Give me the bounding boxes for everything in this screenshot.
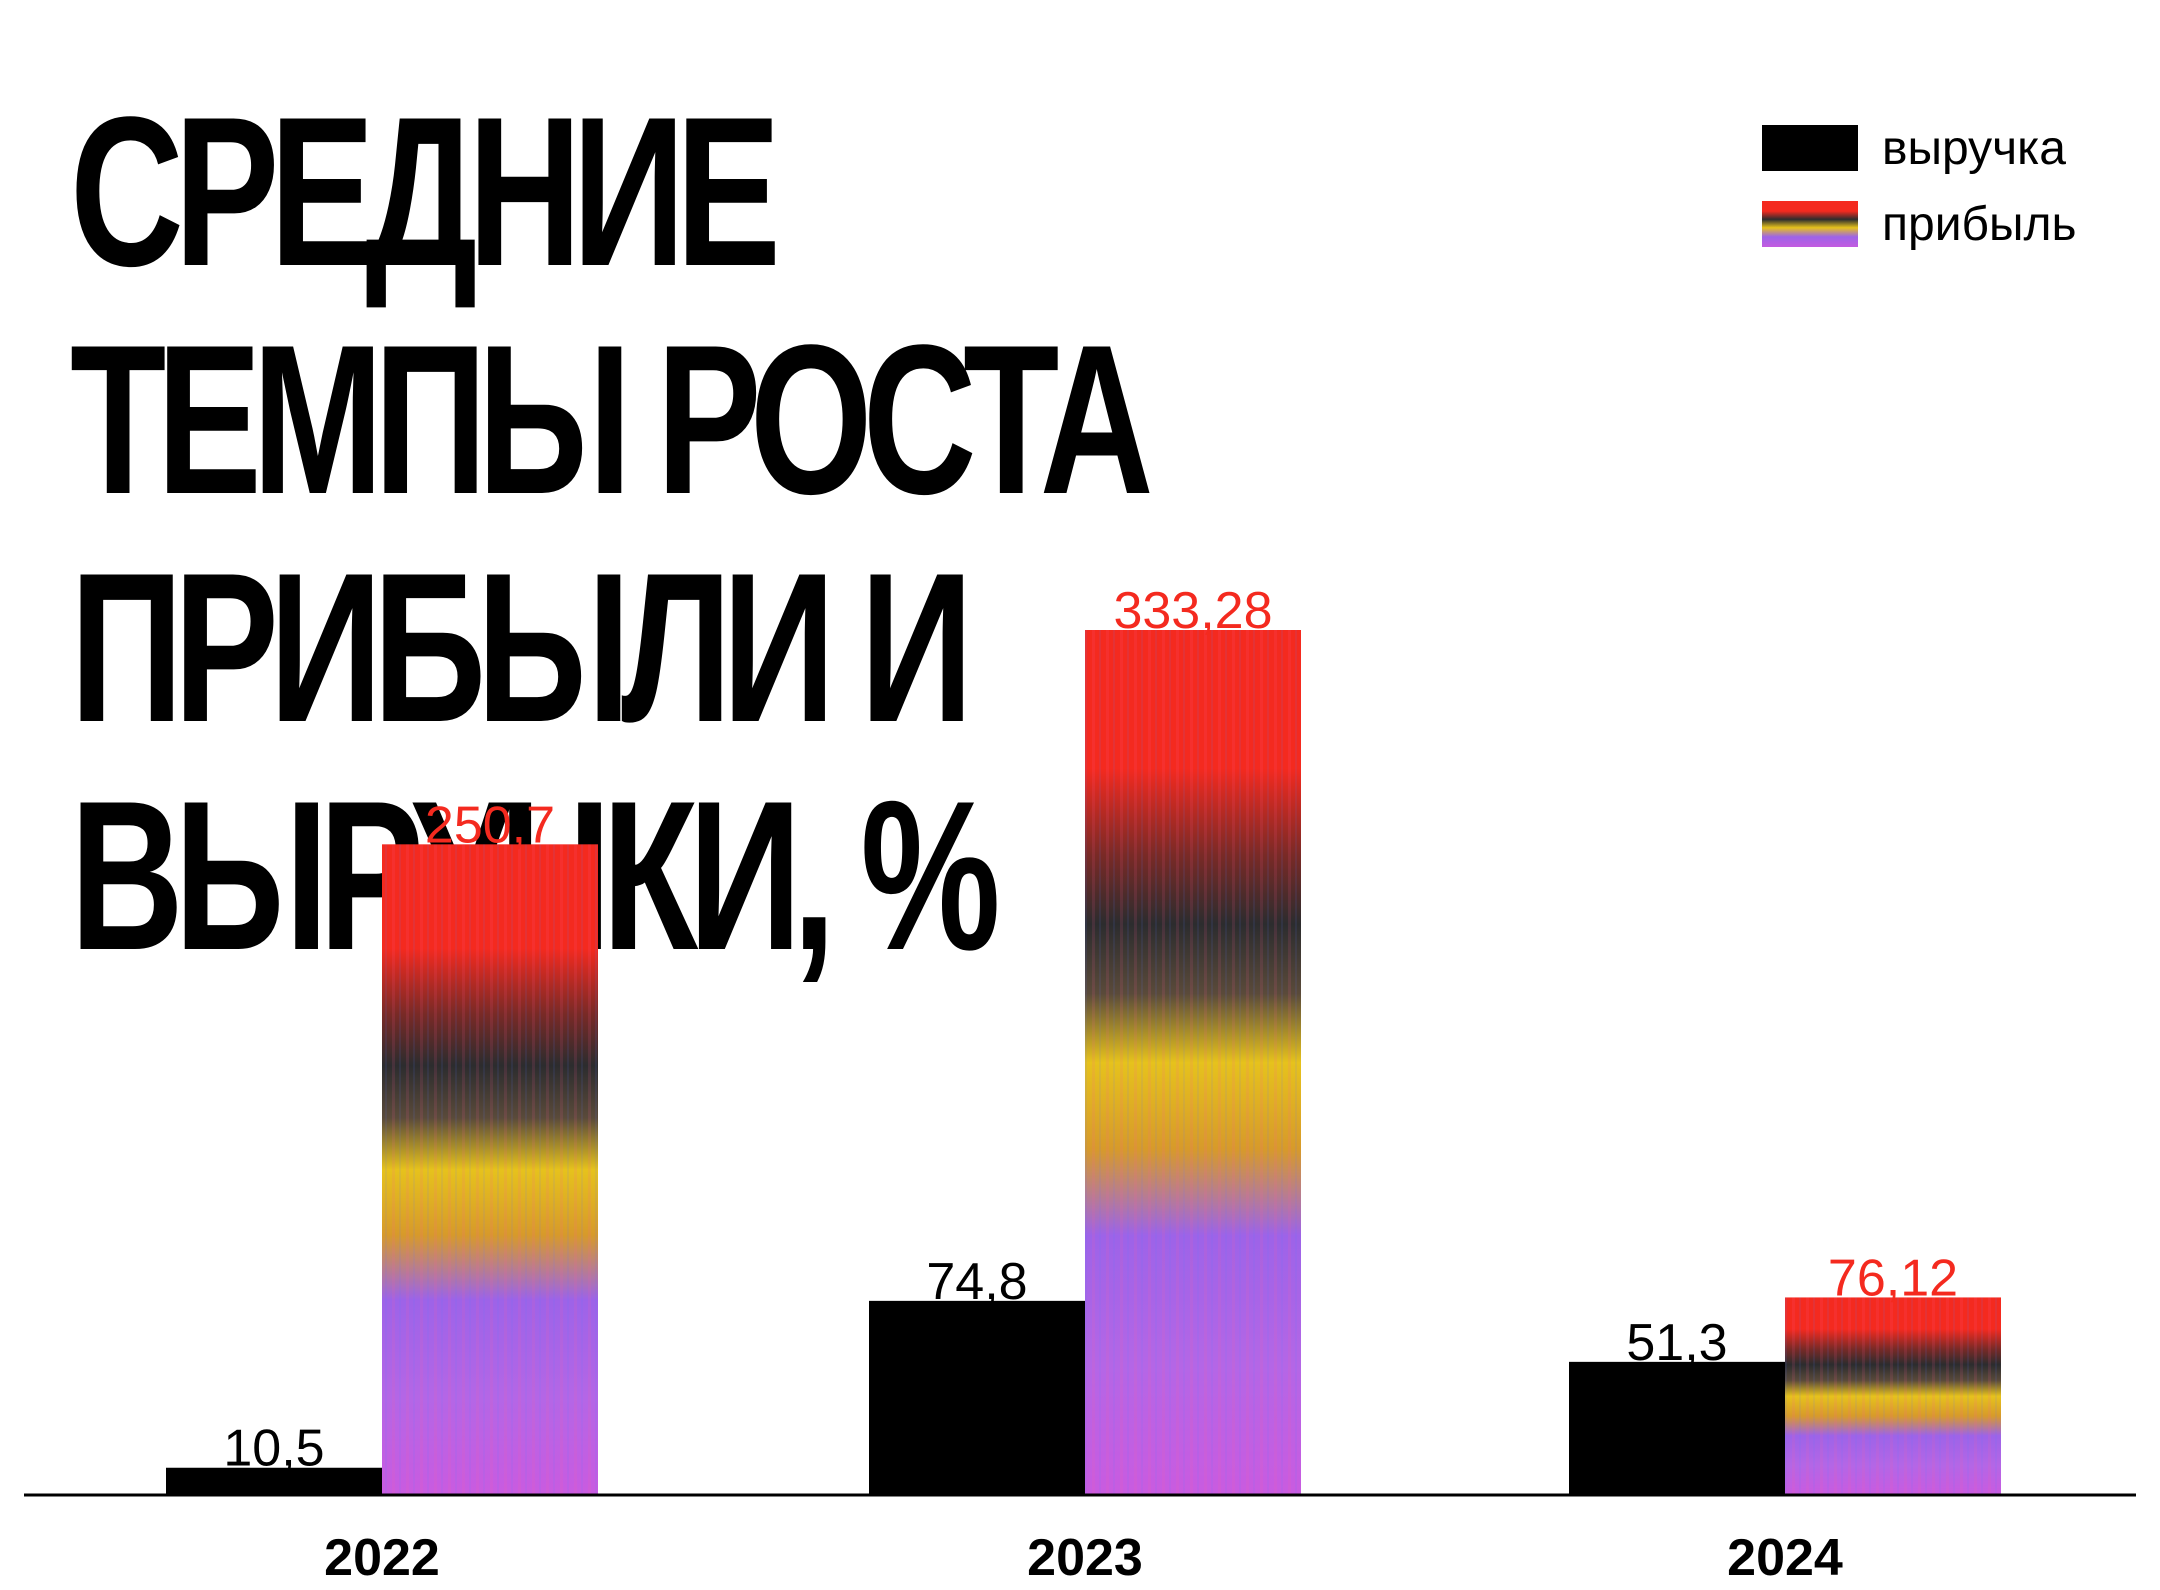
bar-profit-texture-2022 <box>382 844 598 1495</box>
bar-revenue-2023 <box>869 1300 1085 1495</box>
bar-profit-texture-2024 <box>1785 1297 2001 1495</box>
value-label-profit-2023: 333,28 <box>1113 582 1272 640</box>
legend-item-profit: прибыль <box>1762 196 2077 252</box>
legend-label-profit: прибыль <box>1882 197 2077 251</box>
x-tick-label-2024: 2024 <box>1727 1529 1843 1587</box>
value-label-profit-2022: 250,7 <box>425 796 555 854</box>
value-label-revenue-2022: 10,5 <box>223 1420 324 1478</box>
bar-revenue-2024 <box>1569 1361 1785 1495</box>
legend-swatch-revenue <box>1762 125 1858 171</box>
value-label-revenue-2023: 74,8 <box>926 1253 1027 1311</box>
legend-swatch-profit <box>1762 201 1858 247</box>
value-label-revenue-2024: 51,3 <box>1626 1314 1727 1372</box>
value-label-profit-2024: 76,12 <box>1828 1249 1958 1307</box>
x-tick-label-2023: 2023 <box>1027 1529 1143 1587</box>
legend-label-revenue: выручка <box>1882 121 2066 175</box>
bar-profit-texture-2023 <box>1085 630 1301 1495</box>
bar-chart: 10,5 250,7 74,8 333,28 51,3 76,12 2022 2023 202… <box>24 582 2136 1587</box>
bar-revenue-2022 <box>166 1467 382 1495</box>
legend-item-revenue: выручка <box>1762 120 2066 176</box>
x-tick-label-2022: 2022 <box>324 1529 440 1587</box>
